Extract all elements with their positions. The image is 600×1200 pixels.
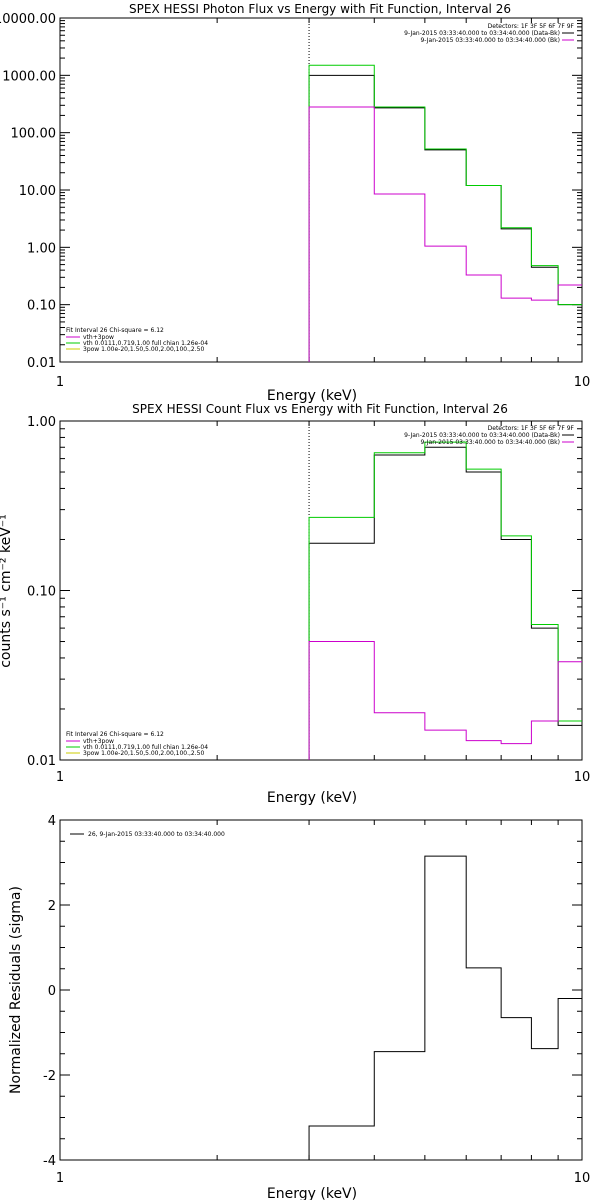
count-flux-legend-detectors: Detectors: 1F 3F 5F 6F 7F 9F	[488, 425, 575, 432]
residuals-x-tick-label-max: 10	[574, 1171, 591, 1186]
photon-flux-series-1-line	[308, 64, 582, 362]
count-flux-title: SPEX HESSI Count Flux vs Energy with Fit…	[132, 402, 508, 416]
residuals-series-0-line	[308, 855, 582, 1160]
residuals-plot-frame	[59, 819, 583, 1161]
photon-flux-legend-top: Detectors: 1F 3F 5F 6F 7F 9F 9-Jan-2015 …	[404, 23, 574, 44]
photon-flux-legend-3pow: 3pow 1.00e-20,1.50,5.00,2.00,100.,2.50	[83, 346, 204, 353]
residuals-y-axis-label: Normalized Residuals (sigma)	[8, 886, 24, 1094]
count-flux-x-tick-label-min: 1	[56, 770, 64, 785]
photon-flux-series-2-line	[308, 106, 582, 362]
photon-flux-legend-data-bk: 9-Jan-2015 03:33:40.000 to 03:34:40.000 …	[404, 30, 560, 37]
count-flux-legend-top: Detectors: 1F 3F 5F 6F 7F 9F 9-Jan-2015 …	[404, 425, 574, 446]
count-flux-legend-vth: vth 0.0111,0.719,1.00 full chian 1.26e-0…	[83, 744, 208, 751]
count-flux-y-tick-label: 1.00	[27, 415, 56, 430]
count-flux-y-tick-label: 0.01	[27, 754, 56, 769]
residuals-panel: -4 -2 0 2 4 1 10 Energy (keV) Normalized Res…	[8, 814, 590, 1200]
count-flux-legend-fit-interval: Fit Interval 26 Chi-square = 6.12	[66, 731, 164, 738]
count-flux-legend-3pow: 3pow 1.00e-20,1.50,5.00,2.00,100.,2.50	[83, 750, 204, 757]
photon-flux-legend-vth: vth 0.0111,0.719,1.00 full chian 1.26e-0…	[83, 340, 208, 347]
photon-flux-title: SPEX HESSI Photon Flux vs Energy with Fi…	[129, 2, 511, 16]
residuals-x-tick-label-min: 1	[56, 1171, 64, 1186]
photon-flux-y-tick-label: 10000.00	[0, 12, 56, 27]
count-flux-y-tick-label: 0.10	[27, 585, 56, 600]
photon-flux-legend-model: vth+3pow	[83, 334, 114, 341]
photon-flux-legend-bk: 9-Jan-2015 03:33:40.000 to 03:34:40.000 …	[420, 37, 560, 44]
photon-flux-legend-detectors: Detectors: 1F 3F 5F 6F 7F 9F	[488, 23, 575, 30]
count-flux-y-tick-labels: 0.01 0.10 1.00	[27, 415, 56, 769]
residuals-legend: 26, 9-Jan-2015 03:33:40.000 to 03:34:40.…	[70, 831, 225, 838]
residuals-axis-ticks	[59, 819, 583, 1161]
photon-flux-panel: SPEX HESSI Photon Flux vs Energy with Fi…	[0, 2, 590, 404]
residuals-series	[308, 855, 582, 1160]
residuals-y-tick-label: 0	[48, 984, 56, 999]
photon-flux-y-tick-label: 0.10	[27, 299, 56, 314]
residuals-legend-label: 26, 9-Jan-2015 03:33:40.000 to 03:34:40.…	[88, 831, 225, 838]
residuals-y-tick-label: -2	[43, 1069, 56, 1084]
photon-flux-series-0-line	[308, 74, 582, 362]
residuals-x-axis-label: Energy (keV)	[267, 1186, 357, 1200]
photon-flux-y-tick-label: 1.00	[27, 241, 56, 256]
photon-flux-x-axis-label: Energy (keV)	[267, 388, 357, 404]
count-flux-panel: SPEX HESSI Count Flux vs Energy with Fit…	[0, 402, 590, 806]
residuals-y-tick-label: -4	[43, 1154, 56, 1169]
count-flux-series-1-line	[308, 441, 582, 760]
count-flux-series	[308, 441, 582, 760]
count-flux-x-tick-label-max: 10	[574, 770, 591, 785]
photon-flux-y-tick-label: 10.00	[19, 184, 56, 199]
photon-flux-series	[308, 64, 582, 362]
photon-flux-x-tick-label-max: 10	[574, 375, 591, 390]
photon-flux-y-tick-labels: 0.01 0.10 1.00 10.00 100.00 1000.00 10000.00	[0, 12, 56, 371]
count-flux-x-axis-label: Energy (keV)	[267, 790, 357, 806]
photon-flux-axis-ticks	[59, 17, 583, 363]
count-flux-series-2-line	[308, 641, 582, 760]
count-flux-legend-bottom: Fit Interval 26 Chi-square = 6.12 vth+3p…	[66, 731, 208, 757]
count-flux-legend-bk: 9-Jan-2015 03:33:40.000 to 03:34:40.000 …	[420, 439, 560, 446]
photon-flux-plot-frame	[59, 17, 583, 363]
photon-flux-y-tick-label: 100.00	[11, 127, 57, 142]
count-flux-plot-frame	[59, 420, 583, 761]
count-flux-legend-model: vth+3pow	[83, 738, 114, 745]
photon-flux-legend-bottom: Fit Interval 26 Chi-square = 6.12 vth+3p…	[66, 327, 208, 353]
count-flux-y-axis-label: counts s⁻¹ cm⁻² keV⁻¹	[0, 514, 14, 668]
count-flux-series-0-line	[308, 446, 582, 760]
residuals-y-tick-label: 4	[48, 814, 56, 829]
residuals-y-tick-labels: -4 -2 0 2 4	[43, 814, 56, 1169]
photon-flux-legend-fit-interval: Fit Interval 26 Chi-square = 6.12	[66, 327, 164, 334]
residuals-y-tick-label: 2	[48, 899, 56, 914]
count-flux-legend-data-bk: 9-Jan-2015 03:33:40.000 to 03:34:40.000 …	[404, 432, 560, 439]
photon-flux-x-tick-label-min: 1	[56, 375, 64, 390]
photon-flux-y-tick-label: 1000.00	[2, 69, 56, 84]
count-flux-axis-ticks	[59, 420, 583, 761]
photon-flux-y-tick-label: 0.01	[27, 356, 56, 371]
